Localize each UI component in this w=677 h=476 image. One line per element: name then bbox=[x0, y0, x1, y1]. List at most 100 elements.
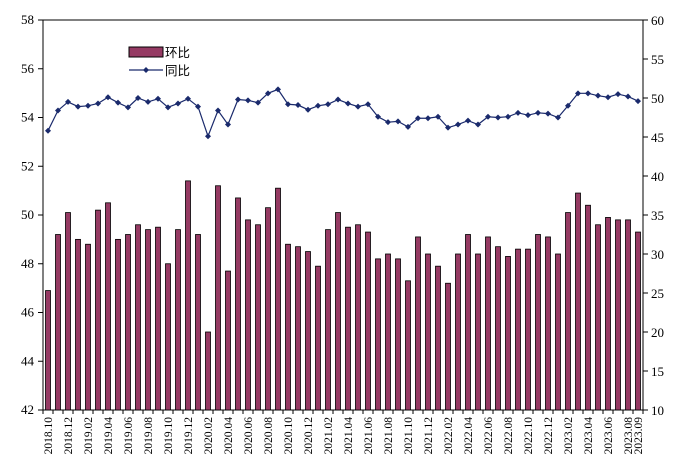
bar-2023.07 bbox=[615, 219, 621, 411]
bar-2022.02 bbox=[445, 282, 451, 411]
bar-2019.01 bbox=[75, 238, 81, 411]
plot-border bbox=[42, 19, 644, 411]
point-2020.11 bbox=[295, 102, 301, 109]
bar-2023.01 bbox=[555, 253, 561, 411]
point-2019.05 bbox=[115, 99, 121, 106]
bar-2019.06 bbox=[125, 234, 131, 411]
x-tick-label: 2023.09 bbox=[633, 417, 645, 455]
point-2023.02 bbox=[565, 102, 571, 109]
x-tick-label: 2023.02 bbox=[563, 417, 575, 455]
legend-marker-line bbox=[143, 67, 149, 73]
point-2021.06 bbox=[365, 101, 371, 108]
point-2022.04 bbox=[465, 117, 471, 124]
point-2022.12 bbox=[545, 110, 551, 117]
bar-2020.01 bbox=[195, 234, 201, 411]
bar-2019.08 bbox=[145, 229, 151, 411]
left-tick-label: 50 bbox=[21, 207, 34, 222]
point-2023.07 bbox=[615, 91, 621, 98]
point-2018.11 bbox=[55, 107, 61, 114]
x-axis: 2018.10 2018.12 2019.02 2019.04 2019.06 2019.… bbox=[42, 410, 645, 455]
right-tick-label: 15 bbox=[651, 364, 664, 379]
left-tick-label: 58 bbox=[21, 12, 34, 27]
x-tick-label: 2020.10 bbox=[283, 417, 295, 455]
bar-2019.10 bbox=[165, 263, 171, 411]
point-2020.07 bbox=[255, 99, 261, 106]
bar-2019.09 bbox=[155, 226, 161, 411]
point-2020.06 bbox=[245, 97, 251, 104]
x-tick-label: 2018.10 bbox=[43, 417, 55, 455]
point-2019.01 bbox=[75, 103, 81, 110]
point-2022.03 bbox=[455, 121, 461, 128]
bar-2021.05 bbox=[355, 224, 361, 411]
bar-2023.06 bbox=[605, 217, 611, 411]
right-tick-label: 20 bbox=[651, 325, 664, 340]
right-tick-label: 45 bbox=[651, 130, 664, 145]
bar-2018.11 bbox=[55, 234, 61, 411]
plot-area bbox=[42, 19, 644, 411]
bar-2022.05 bbox=[475, 253, 481, 411]
bar-2020.11 bbox=[295, 246, 301, 411]
x-tick-label: 2022.10 bbox=[523, 417, 535, 455]
x-tick-label: 2022.08 bbox=[503, 417, 515, 455]
bar-2021.02 bbox=[325, 229, 331, 411]
point-2019.10 bbox=[165, 104, 171, 111]
point-2019.04 bbox=[105, 94, 111, 101]
bar-2022.11 bbox=[535, 234, 541, 411]
point-2018.12 bbox=[65, 98, 71, 105]
bar-2020.08 bbox=[265, 207, 271, 411]
bar-2021.03 bbox=[335, 212, 341, 411]
point-2023.05 bbox=[595, 92, 601, 99]
bar-2020.04 bbox=[225, 270, 231, 411]
x-tick-label: 2022.12 bbox=[543, 417, 555, 455]
x-tick-label: 2019.08 bbox=[143, 417, 155, 455]
legend: 环比 同比 bbox=[128, 45, 190, 78]
x-tick-label: 2020.02 bbox=[203, 417, 215, 455]
point-2019.08 bbox=[145, 98, 151, 105]
right-tick-label: 30 bbox=[651, 247, 664, 262]
left-tick-label: 48 bbox=[21, 256, 34, 271]
bar-2019.02 bbox=[85, 243, 91, 411]
bar-2023.02 bbox=[565, 212, 571, 411]
point-2021.10 bbox=[405, 123, 411, 130]
bar-2023.03 bbox=[575, 192, 581, 411]
x-tick-label: 2018.12 bbox=[63, 417, 75, 455]
x-tick-label: 2021.06 bbox=[363, 417, 375, 455]
x-tick-label: 2019.12 bbox=[183, 417, 195, 455]
x-tick-label: 2021.12 bbox=[423, 417, 435, 455]
point-2022.06 bbox=[485, 113, 491, 120]
bar-2021.12 bbox=[425, 253, 431, 411]
bar-2023.09 bbox=[635, 231, 641, 411]
bar-2023.05 bbox=[595, 224, 601, 411]
bar-2022.04 bbox=[465, 234, 471, 411]
point-2022.05 bbox=[475, 121, 481, 128]
x-tick-label: 2020.08 bbox=[263, 417, 275, 455]
point-2021.11 bbox=[415, 115, 421, 122]
point-2021.01 bbox=[315, 102, 321, 109]
x-tick-label: 2020.12 bbox=[303, 417, 315, 455]
point-2019.06 bbox=[125, 104, 131, 111]
bar-2022.12 bbox=[545, 236, 551, 411]
bar-2019.07 bbox=[135, 224, 141, 411]
line-layer bbox=[45, 86, 641, 140]
bar-2021.10 bbox=[405, 280, 411, 411]
point-2022.02 bbox=[445, 124, 451, 131]
right-tick-label: 25 bbox=[651, 286, 664, 301]
x-tick-label: 2022.06 bbox=[483, 417, 495, 455]
legend-label-bar: 环比 bbox=[165, 45, 190, 60]
x-tick-label: 2023.06 bbox=[603, 417, 615, 455]
bar-2020.06 bbox=[245, 219, 251, 411]
point-2021.03 bbox=[335, 96, 341, 103]
right-tick-label: 60 bbox=[651, 13, 664, 28]
bar-2022.07 bbox=[495, 246, 501, 411]
point-2022.07 bbox=[495, 114, 501, 121]
right-tick-label: 10 bbox=[651, 403, 664, 418]
point-2021.12 bbox=[425, 115, 431, 122]
bar-2021.11 bbox=[415, 236, 421, 411]
bar-2021.09 bbox=[395, 258, 401, 411]
bar-2020.10 bbox=[285, 243, 291, 411]
point-2023.01 bbox=[555, 114, 561, 121]
point-2020.09 bbox=[275, 86, 281, 93]
point-2019.02 bbox=[85, 102, 91, 109]
point-2021.05 bbox=[355, 103, 361, 110]
